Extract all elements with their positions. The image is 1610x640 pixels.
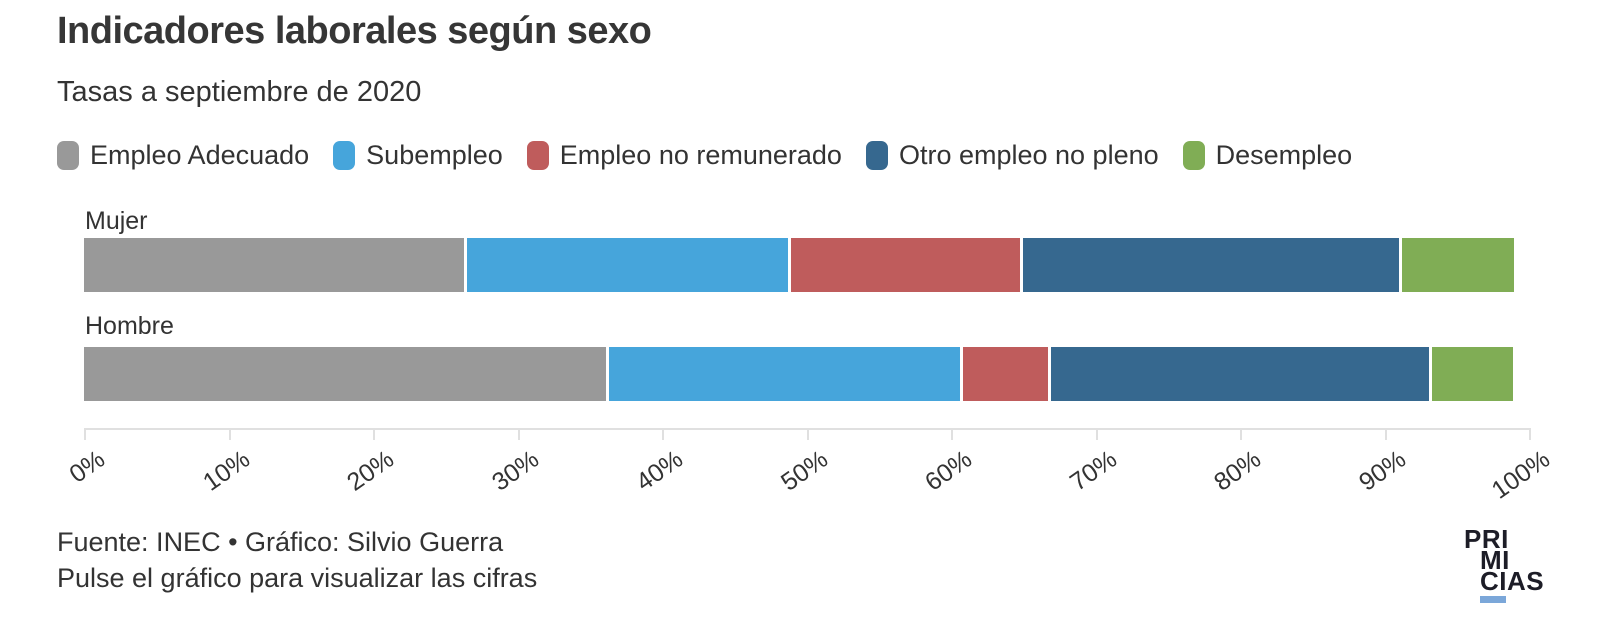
bar-segment-hombre-2[interactable] <box>962 347 1048 401</box>
x-axis-tick-label: 50% <box>775 445 833 497</box>
x-axis-tick <box>662 430 664 440</box>
bar-segment-mujer-1[interactable] <box>466 238 788 292</box>
x-axis-tick <box>517 430 520 440</box>
x-axis-tick-label: 90% <box>1353 445 1411 497</box>
x-axis-tick <box>228 430 231 440</box>
x-axis-tick-label: 100% <box>1486 445 1556 505</box>
bar-segment-hombre-0[interactable] <box>84 347 606 401</box>
logo-text-line: PRI <box>1464 524 1509 554</box>
logo-underline-mark <box>1480 596 1506 603</box>
legend-item-2: Empleo no remunerado <box>526 140 842 171</box>
x-axis-tick <box>951 430 953 440</box>
bar-segment-hombre-3[interactable] <box>1050 347 1430 401</box>
legend-label: Subempleo <box>366 140 503 170</box>
chart-footer: Fuente: INEC • Gráfico: Silvio Guerra Pu… <box>57 524 537 596</box>
x-axis-line <box>84 428 1531 430</box>
x-axis-tick-label: 40% <box>631 445 689 497</box>
legend-swatch-icon <box>526 141 549 170</box>
category-label-hombre: Hombre <box>85 312 174 340</box>
legend-item-3: Otro empleo no pleno <box>865 140 1159 171</box>
primicias-logo: PRI MI CIAS <box>1464 524 1545 603</box>
logo-text-line: MI <box>1480 545 1510 575</box>
x-axis-tick-label: 70% <box>1064 445 1122 497</box>
x-axis-tick <box>806 430 809 440</box>
x-axis-tick <box>1529 430 1531 440</box>
x-axis-tick-label: 0% <box>64 445 111 489</box>
bar-mujer[interactable] <box>84 238 1529 292</box>
x-axis-tick <box>1095 430 1098 440</box>
legend-label: Desempleo <box>1215 140 1353 170</box>
x-axis-tick <box>1384 430 1387 440</box>
legend-label: Otro empleo no pleno <box>898 140 1159 170</box>
x-axis-tick-label: 80% <box>1209 445 1267 497</box>
legend-swatch-icon <box>1182 141 1205 170</box>
bar-segment-mujer-4[interactable] <box>1401 238 1515 292</box>
legend-item-1: Subempleo <box>333 140 503 171</box>
x-axis-tick-label: 60% <box>920 445 978 497</box>
x-axis-tick-label: 10% <box>197 445 255 497</box>
source-credit: Fuente: INEC • Gráfico: Silvio Guerra <box>57 527 504 557</box>
bar-segment-hombre-4[interactable] <box>1432 347 1514 401</box>
logo-text-line: CIAS <box>1480 566 1545 596</box>
stacked-bar-chart[interactable]: Mujer Hombre 0% 10% 20% 30% 40% 50% 60% 70% 80% 9… <box>64 205 1555 505</box>
x-axis-tick <box>84 430 86 440</box>
interaction-note: Pulse el gráfico para visualizar las cif… <box>57 563 538 593</box>
legend-swatch-icon <box>333 141 356 170</box>
bar-hombre[interactable] <box>84 347 1529 401</box>
bar-segment-mujer-2[interactable] <box>790 238 1021 292</box>
bar-segment-mujer-0[interactable] <box>84 238 464 292</box>
legend-swatch-icon <box>865 141 888 170</box>
x-axis-tick-label: 30% <box>486 445 544 497</box>
x-axis-tick <box>1240 430 1242 440</box>
bar-segment-hombre-1[interactable] <box>608 347 960 401</box>
bar-segment-mujer-3[interactable] <box>1023 238 1399 292</box>
chart-title: Indicadores laborales según sexo <box>57 10 652 52</box>
legend-swatch-icon <box>57 141 79 170</box>
chart-subtitle: Tasas a septiembre de 2020 <box>57 76 422 108</box>
category-label-mujer: Mujer <box>85 207 148 235</box>
legend-label: Empleo no remunerado <box>559 140 842 170</box>
legend-item-0: Empleo Adecuado <box>57 140 309 171</box>
legend-item-4: Desempleo <box>1182 140 1353 171</box>
x-axis-tick <box>373 430 375 440</box>
legend-label: Empleo Adecuado <box>90 140 310 170</box>
x-axis-tick-label: 20% <box>342 445 400 497</box>
legend: Empleo Adecuado Subempleo Empleo no remune… <box>57 140 1352 171</box>
